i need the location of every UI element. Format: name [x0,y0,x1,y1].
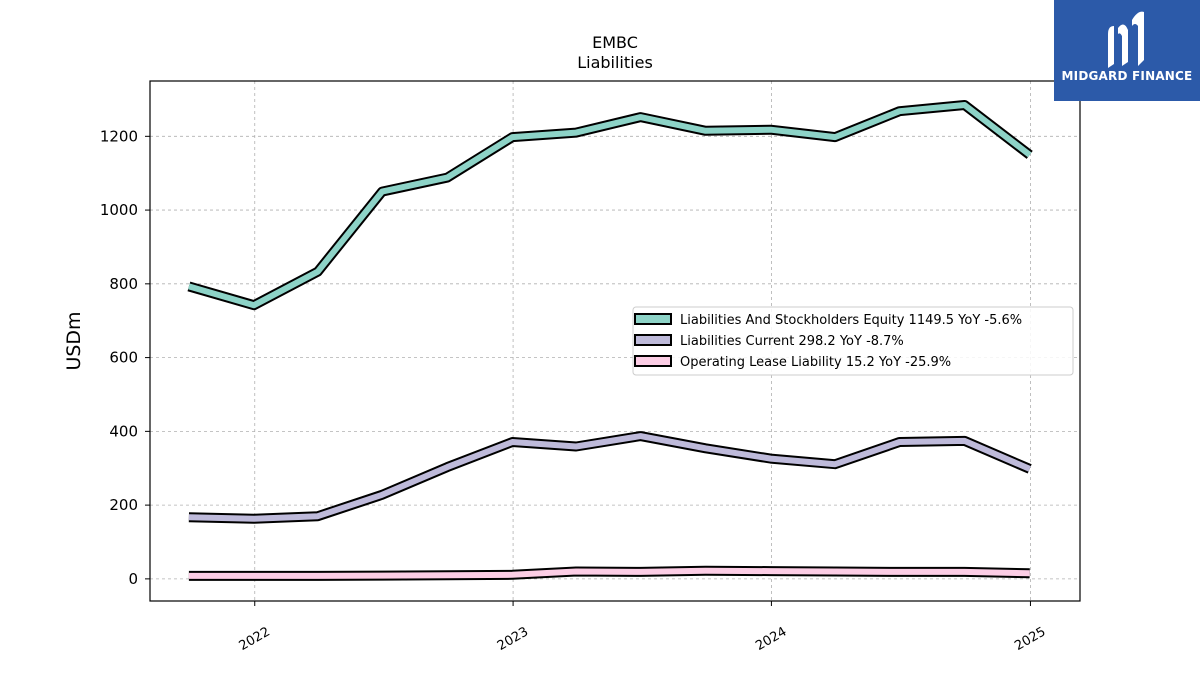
series-line-outline [188,431,1032,524]
series-line [188,102,1032,309]
legend-frame [632,306,1074,376]
y-axis: 0 200 400 600 800 1000 1200 [100,127,150,588]
y-tick-label: 0 [128,570,138,588]
y-tick-label: 800 [109,275,138,293]
series-line [188,433,1031,522]
series-layer [187,100,1033,581]
y-tick-label: 1000 [100,201,138,219]
chart-title: EMBC [592,33,638,52]
x-tick-label: 2023 [495,624,531,654]
midgard-m-icon [1108,11,1144,68]
brand-name: MIDGARD FINANCE [1061,69,1193,83]
y-tick-label: 600 [109,349,138,367]
legend: Liabilities And Stockholders Equity 1149… [632,306,1074,376]
y-tick-label: 200 [109,496,138,514]
x-tick-label: 2022 [237,624,273,654]
series-2 [188,431,1032,524]
series-line [188,567,1030,579]
brand-logo: MIDGARD FINANCE [1054,0,1200,101]
series-1 [187,100,1033,311]
legend-swatch [634,334,672,346]
x-tick-label: 2025 [1012,624,1048,654]
y-axis-label: USDm [63,311,85,370]
legend-label: Liabilities And Stockholders Equity 1149… [680,313,1022,328]
chart-subtitle: Liabilities [577,53,653,72]
legend-label: Operating Lease Liability 15.2 YoY -25.9… [680,355,951,370]
series-3 [188,565,1030,581]
x-tick-label: 2024 [753,624,789,654]
plot-frame [149,80,1081,602]
legend-swatch [634,355,672,367]
legend-label: Liabilities Current 298.2 YoY -8.7% [680,334,904,349]
y-tick-label: 1200 [100,127,138,145]
y-tick-label: 400 [109,422,138,440]
legend-swatch [634,313,672,325]
x-axis: 2022 2023 2024 2025 [237,601,1048,654]
